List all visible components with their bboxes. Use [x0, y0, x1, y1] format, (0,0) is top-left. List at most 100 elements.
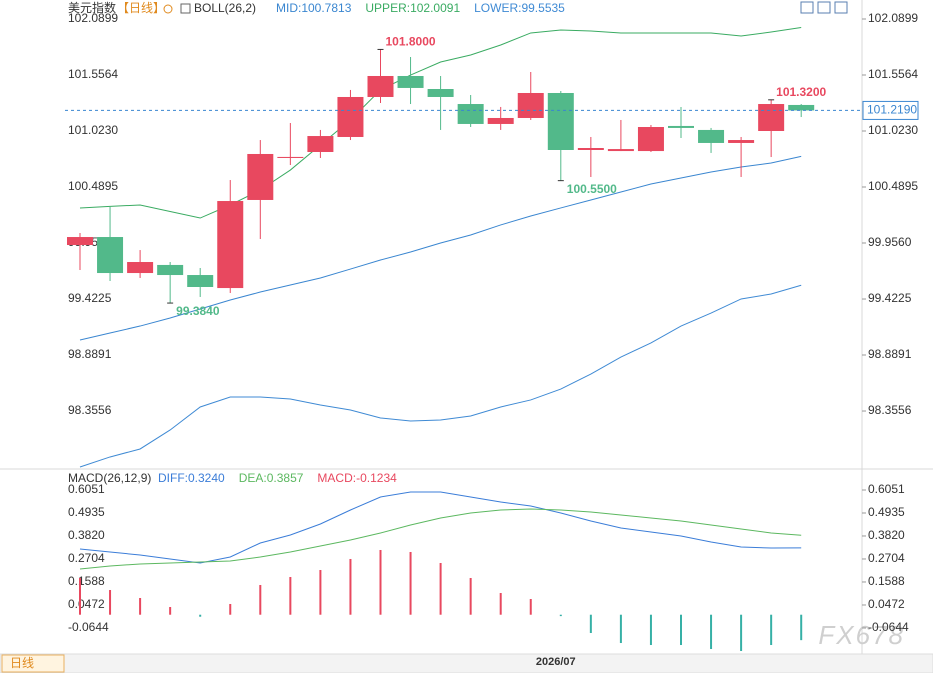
- macd-bar: [109, 590, 112, 615]
- macd-bar: [319, 570, 322, 615]
- y-tick-label-left: 0.3820: [68, 528, 105, 542]
- boll-line: [79, 26, 802, 219]
- y-tick-label-right: 100.4895: [868, 179, 918, 193]
- macd-bar: [529, 599, 532, 615]
- legend-entry: DIFF:0.3240: [158, 471, 225, 485]
- candle-body: [277, 156, 304, 158]
- macd-bar: [439, 563, 442, 615]
- y-tick-label-left: -0.0644: [68, 620, 109, 634]
- candle-body: [698, 129, 725, 143]
- y-tick-label-right: 101.0230: [868, 123, 918, 137]
- legend-entry: MID:100.7813: [276, 1, 352, 15]
- macd-bar: [169, 607, 172, 615]
- control-icon[interactable]: [800, 1, 814, 14]
- y-tick-label-left: 0.4935: [68, 505, 105, 519]
- y-tick-label-right: 0.0472: [868, 597, 905, 611]
- candle-body: [547, 92, 574, 150]
- y-tick-label-right: 99.9560: [868, 235, 912, 249]
- macd-indicator: MACD(26,12,9): [68, 471, 151, 485]
- candle-body: [127, 262, 154, 274]
- y-tick-label-right: 0.6051: [868, 482, 905, 496]
- y-tick-label-right: 98.8891: [868, 347, 912, 361]
- y-tick-label-left: 100.4895: [68, 179, 118, 193]
- macd-bar: [740, 614, 743, 652]
- macd-bar: [349, 558, 352, 615]
- control-icon[interactable]: [834, 1, 848, 14]
- macd-bar: [800, 614, 803, 641]
- macd-bar: [139, 597, 142, 615]
- macd-bar: [79, 578, 81, 615]
- macd-bar: [710, 614, 713, 650]
- candle-body: [487, 117, 514, 124]
- candle-body: [607, 149, 634, 152]
- candle-body: [758, 104, 785, 131]
- candle-body: [427, 89, 454, 97]
- candle-body: [97, 237, 124, 274]
- candle-body: [247, 153, 274, 200]
- legend-entry: UPPER:102.0091: [365, 1, 460, 15]
- zoom-icon[interactable]: [163, 4, 173, 14]
- macd-bar: [770, 614, 773, 646]
- y-tick-label-left: 101.5564: [68, 67, 118, 81]
- candle-body: [728, 140, 755, 143]
- candle-body: [788, 104, 815, 111]
- title: 美元指数: [68, 0, 116, 15]
- macd-bar: [649, 614, 652, 646]
- y-tick-label-left: 0.0472: [68, 597, 105, 611]
- y-tick-label-left: 98.8891: [68, 347, 112, 361]
- candle-body: [577, 148, 604, 150]
- macd-bar: [589, 614, 592, 633]
- period-tab[interactable]: [1, 654, 65, 673]
- macd-bar: [619, 614, 622, 644]
- y-tick-label-right: 0.2704: [868, 551, 905, 565]
- bottom-bar: [0, 653, 933, 673]
- y-tick-label-right: 101.5564: [868, 67, 918, 81]
- macd-bar: [259, 584, 262, 615]
- boll-line: [79, 155, 802, 341]
- period-tab-label: 日线: [10, 656, 34, 670]
- macd-line: [79, 508, 802, 570]
- y-tick-label-left: 0.6051: [68, 482, 105, 496]
- y-tick-label-right: 0.3820: [868, 528, 905, 542]
- y-tick-label-right: 98.3556: [868, 403, 912, 417]
- watermark: FX678: [818, 620, 905, 650]
- legend-entry: LOWER:99.5535: [474, 1, 565, 15]
- candle-body: [457, 104, 484, 124]
- low-label: 99.3840: [176, 304, 220, 318]
- macd-bar: [379, 549, 382, 615]
- macd-bar: [409, 551, 412, 615]
- x-tick-label: 2026/07: [536, 656, 576, 668]
- last-price-label: 101.2190: [867, 103, 917, 117]
- control-icon[interactable]: [817, 1, 831, 14]
- candle-body: [637, 127, 664, 152]
- y-tick-label-right: 99.4225: [868, 291, 912, 305]
- period: 【日线】: [117, 1, 165, 15]
- y-tick-label-left: 102.0899: [68, 11, 118, 25]
- candle-body: [307, 136, 334, 152]
- candle-body: [517, 92, 544, 118]
- y-tick-label-left: 0.1588: [68, 574, 105, 588]
- macd-bar: [559, 614, 562, 617]
- settings-icon[interactable]: [180, 3, 191, 14]
- y-tick-label-left: 99.4225: [68, 291, 112, 305]
- y-tick-label-right: 0.4935: [868, 505, 905, 519]
- y-tick-label-left: 0.2704: [68, 551, 105, 565]
- y-tick-label-right: 102.0899: [868, 11, 918, 25]
- low-label: 100.5500: [567, 182, 617, 196]
- y-tick-label-right: -0.0644: [868, 620, 909, 634]
- high-label: 101.3200: [776, 85, 826, 99]
- candle-body: [217, 201, 244, 289]
- last-price-tag: [862, 100, 919, 120]
- candle-body: [187, 275, 214, 287]
- candle-body: [67, 237, 93, 246]
- candle-body: [337, 96, 364, 137]
- y-tick-label-left: 98.3556: [68, 403, 112, 417]
- legend-entry: DEA:0.3857: [239, 471, 304, 485]
- high-label: 101.8000: [386, 35, 436, 49]
- macd-bar: [469, 578, 472, 615]
- candle-body: [367, 75, 394, 97]
- boll-line: [79, 284, 802, 468]
- y-tick-label-right: 0.1588: [868, 574, 905, 588]
